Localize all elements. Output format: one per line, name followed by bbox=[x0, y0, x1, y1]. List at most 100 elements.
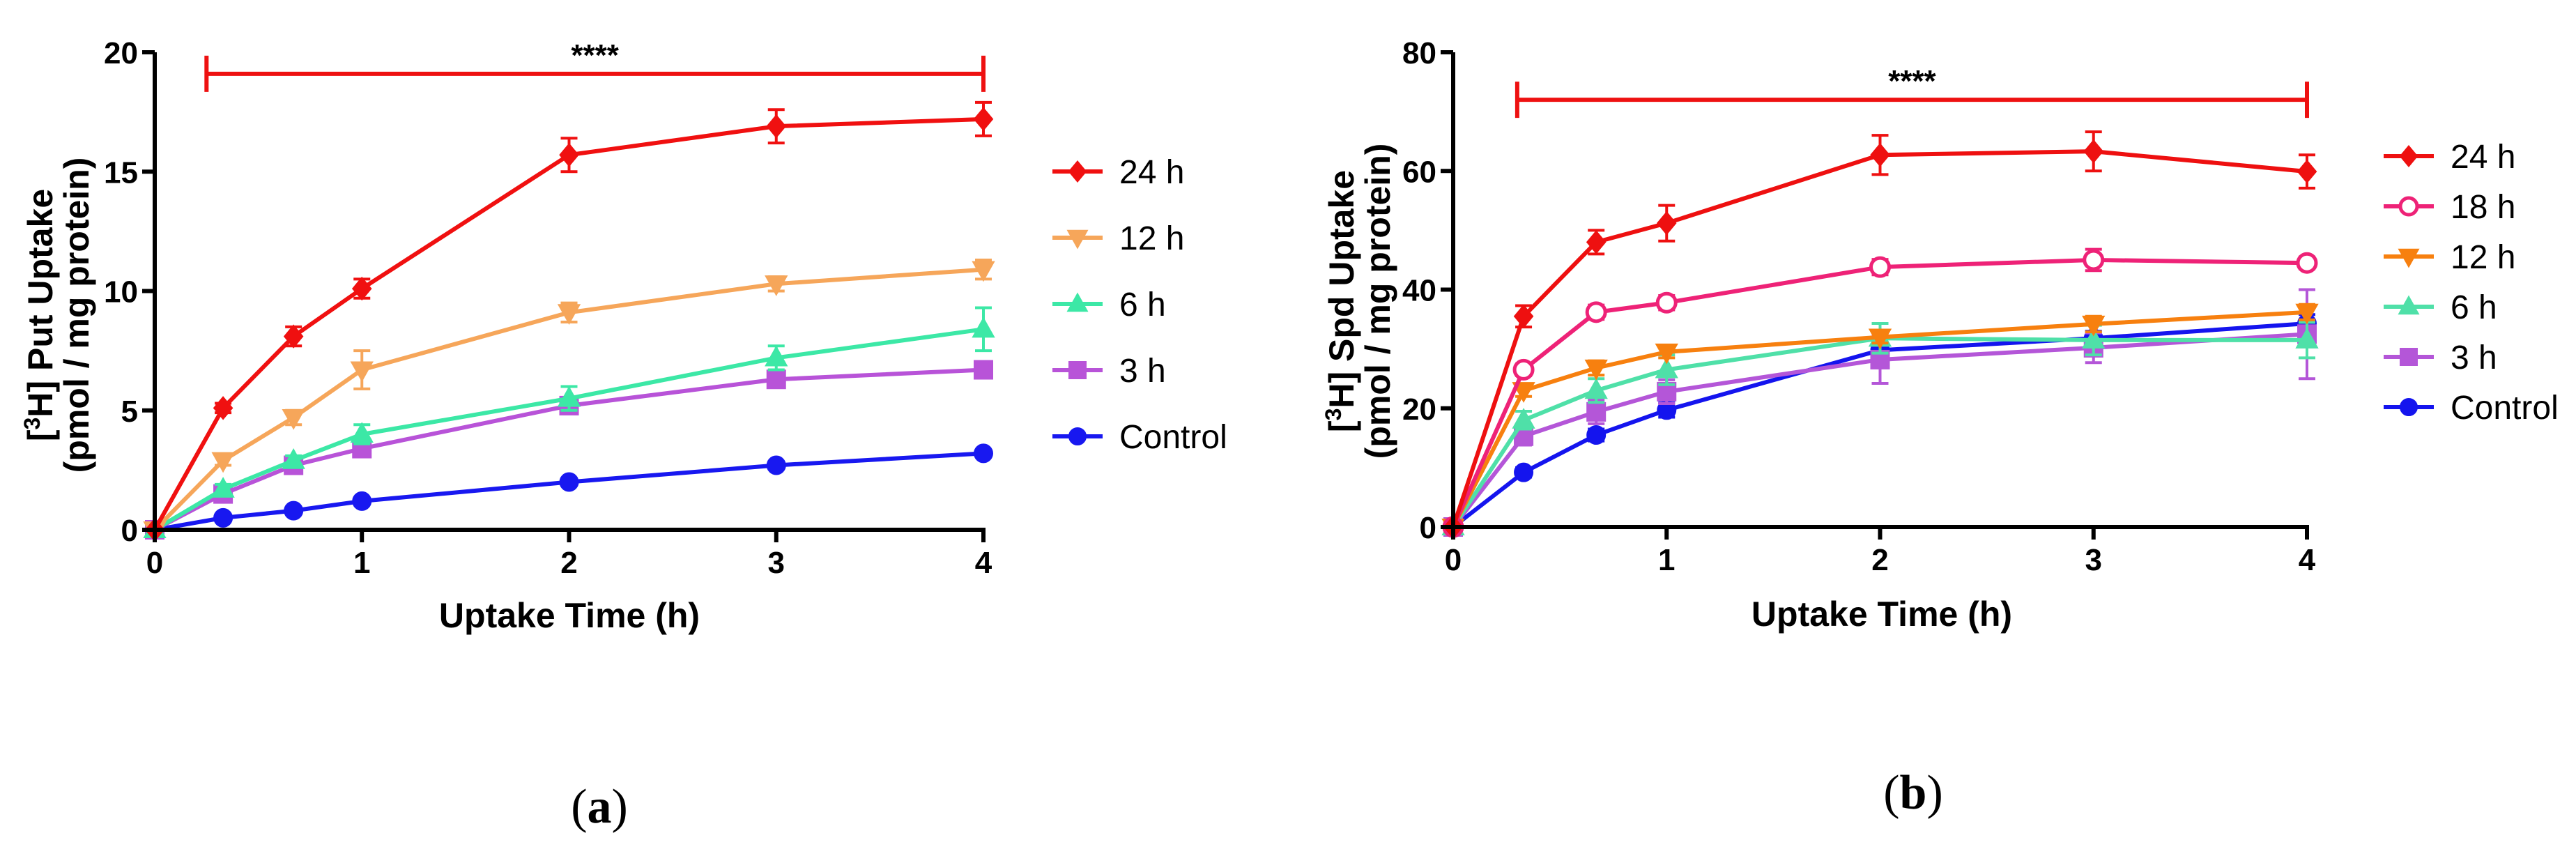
legend-label-3h: 3 h bbox=[2451, 339, 2497, 376]
legend-swatch-marker-control bbox=[1068, 427, 1087, 445]
y-axis-title-b: [3H] Spd Uptake bbox=[1321, 170, 1361, 432]
data-point-6h-3 bbox=[350, 422, 374, 443]
data-point-12h-3 bbox=[350, 361, 374, 383]
data-point-12h-1 bbox=[1512, 382, 1535, 403]
x-tick-label-2: 2 bbox=[560, 546, 577, 580]
series-control-a bbox=[145, 443, 993, 540]
legend-item-24h-a: 24 h bbox=[1052, 154, 1184, 191]
data-point-6h-1 bbox=[1512, 408, 1535, 429]
data-point-control-2 bbox=[1586, 425, 1607, 445]
legend-swatch-marker-control bbox=[2400, 398, 2418, 416]
x-tick-label-4: 4 bbox=[2299, 543, 2316, 577]
data-point-12h-1 bbox=[211, 452, 235, 473]
significance-bar-b bbox=[1515, 82, 2309, 119]
legend-swatch-marker-12h bbox=[1066, 229, 1089, 250]
legend-label-3h: 3 h bbox=[1119, 353, 1166, 390]
legend-item-3h-b: 3 h bbox=[2384, 339, 2497, 376]
y-tick-label-5: 5 bbox=[121, 395, 138, 429]
data-point-3h-5 bbox=[766, 369, 786, 390]
data-point-24h-2 bbox=[283, 324, 304, 349]
data-point-control-3 bbox=[352, 491, 372, 511]
data-point-control-5 bbox=[766, 455, 786, 475]
y-tick-label-60: 60 bbox=[1402, 155, 1436, 189]
data-point-24h-5 bbox=[2083, 139, 2104, 164]
x-tick-label-1: 1 bbox=[353, 546, 370, 580]
legend-item-24h-b: 24 h bbox=[2384, 139, 2515, 176]
data-point-24h-4 bbox=[1870, 143, 1890, 167]
data-point-6h-5 bbox=[2082, 328, 2106, 349]
legend-swatch-marker-3h bbox=[2400, 348, 2418, 366]
panel-label-b: (b) bbox=[1883, 766, 1943, 820]
legend-label-24h: 24 h bbox=[1119, 154, 1184, 191]
data-point-18h-2 bbox=[1585, 301, 1607, 323]
legend-label-18h: 18 h bbox=[2451, 189, 2515, 226]
x-tick-label-3: 3 bbox=[768, 546, 785, 580]
legend-item-3h-a: 3 h bbox=[1052, 353, 1166, 390]
data-point-6h-3 bbox=[1655, 357, 1678, 379]
legend-label-24h: 24 h bbox=[2451, 139, 2515, 176]
data-point-6h-6 bbox=[972, 316, 995, 338]
y-axis-subtitle-b: (pmol / mg protein) bbox=[1358, 144, 1397, 459]
legend-swatch-marker-24h bbox=[1068, 160, 1087, 183]
panel-label-a: (a) bbox=[571, 780, 628, 834]
data-point-24h-3 bbox=[351, 276, 372, 301]
legend-a: 24 h 12 h 6 h 3 h Control bbox=[1052, 154, 1227, 456]
series-6h-a bbox=[143, 306, 995, 539]
axes-a: 0 1 2 3 4 0 5 10 15 20 bbox=[104, 36, 992, 580]
x-tick-label-0: 0 bbox=[1445, 543, 1462, 577]
data-point-18h-6 bbox=[2296, 252, 2318, 274]
data-point-12h-2 bbox=[282, 408, 305, 430]
x-tick-label-0: 0 bbox=[146, 546, 163, 580]
data-point-6h-6 bbox=[2295, 328, 2319, 349]
data-point-control-2 bbox=[284, 500, 304, 521]
data-point-6h-4 bbox=[557, 385, 581, 407]
data-point-12h-5 bbox=[765, 275, 788, 296]
data-point-6h-2 bbox=[1584, 378, 1608, 399]
data-point-24h-6 bbox=[973, 107, 994, 132]
y-tick-label-40: 40 bbox=[1402, 274, 1436, 308]
y-axis-title-a: [3H] Put Uptake bbox=[20, 189, 60, 441]
y-tick-label-0: 0 bbox=[121, 514, 138, 548]
data-point-3h-2 bbox=[1586, 402, 1607, 422]
data-point-24h-2 bbox=[1586, 230, 1607, 254]
data-point-3h-6 bbox=[974, 360, 993, 380]
legend-label-6h: 6 h bbox=[1119, 286, 1166, 323]
significance-label-a: **** bbox=[571, 38, 619, 72]
data-point-18h-5 bbox=[2083, 249, 2105, 271]
data-point-24h-1 bbox=[213, 396, 233, 420]
data-point-6h-1 bbox=[211, 477, 235, 498]
data-point-24h-1 bbox=[1513, 304, 1534, 328]
legend-item-6h-b: 6 h bbox=[2384, 289, 2497, 326]
data-point-24h-6 bbox=[2297, 159, 2317, 184]
data-point-6h-5 bbox=[765, 345, 788, 367]
data-point-24h-4 bbox=[559, 143, 579, 167]
y-axis-subtitle-a: (pmol / mg protein) bbox=[57, 158, 96, 473]
legend-item-6h-a: 6 h bbox=[1052, 286, 1166, 323]
legend-label-6h: 6 h bbox=[2451, 289, 2497, 326]
data-point-6h-2 bbox=[282, 448, 305, 469]
legend-item-control-b: Control bbox=[2384, 390, 2559, 427]
x-tick-label-1: 1 bbox=[1658, 543, 1675, 577]
series-line-6h-a bbox=[153, 327, 984, 532]
series-layer-a bbox=[143, 100, 995, 542]
legend-swatch-marker-18h bbox=[2398, 196, 2419, 217]
x-tick-label-2: 2 bbox=[1871, 543, 1888, 577]
data-point-12h-6 bbox=[972, 261, 995, 282]
significance-bar-a bbox=[204, 55, 986, 92]
data-point-18h-4 bbox=[1869, 256, 1891, 278]
data-point-12h-2 bbox=[1584, 359, 1608, 381]
series-24h-b bbox=[1443, 130, 2317, 540]
y-tick-label-20: 20 bbox=[1402, 392, 1436, 427]
x-tick-label-3: 3 bbox=[2085, 543, 2102, 577]
legend-item-control-a: Control bbox=[1052, 419, 1227, 456]
series-layer-b bbox=[1441, 130, 2319, 540]
y-tick-label-20: 20 bbox=[104, 36, 138, 70]
legend-swatch-marker-12h bbox=[2398, 248, 2420, 268]
legend-swatch-marker-6h bbox=[1066, 292, 1089, 312]
data-point-12h-3 bbox=[1655, 343, 1678, 365]
significance-label-b: **** bbox=[1888, 64, 1936, 98]
series-6h-b bbox=[1441, 321, 2319, 536]
legend-label-12h: 12 h bbox=[1119, 220, 1184, 257]
